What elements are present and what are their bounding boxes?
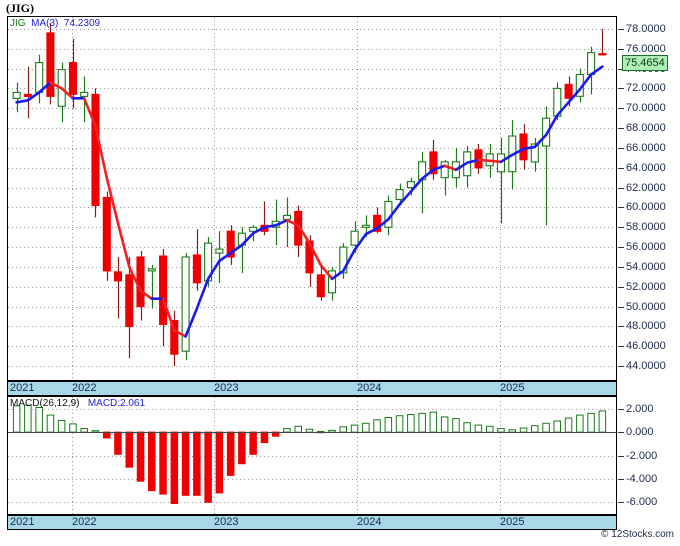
y-axis-tick-mark xyxy=(618,49,624,50)
legend-ma-label: MA(3) xyxy=(31,18,59,29)
price-chart-canvas[interactable] xyxy=(8,17,616,380)
y-axis-tick-mark xyxy=(618,168,624,169)
y-axis-tick-label: 64.0000 xyxy=(626,161,666,174)
macd-y-axis-tick-mark xyxy=(618,432,624,433)
macd-legend-value: MACD:2.061 xyxy=(87,398,146,409)
y-axis-tick-label: 72.0000 xyxy=(626,82,666,95)
y-axis-tick-label: 60.0000 xyxy=(626,201,666,214)
legend-symbol: JIG xyxy=(10,18,26,29)
y-axis-tick-label: 76.0000 xyxy=(626,42,666,55)
y-axis-tick-label: 46.0000 xyxy=(626,340,666,353)
y-axis-tick-label: 48.0000 xyxy=(626,320,666,333)
copyright-label: © 12Stocks.com xyxy=(601,529,674,540)
macd-y-axis-tick-mark xyxy=(618,409,624,410)
y-axis-tick-mark xyxy=(618,326,624,327)
x-axis-years-middle: 2021 2022 2023 2024 2025 xyxy=(7,381,617,396)
macd-legend: MACD(26,12,9) MACD:2.061 xyxy=(10,398,145,409)
x-axis-year-label: 2021 xyxy=(10,516,35,528)
y-axis-tick-mark xyxy=(618,128,624,129)
macd-y-axis-tick-mark xyxy=(618,502,624,503)
y-axis-tick-mark xyxy=(618,69,624,70)
y-axis-tick-label: 56.0000 xyxy=(626,241,666,254)
macd-y-axis-tick-mark xyxy=(618,456,624,457)
y-axis-tick-mark xyxy=(618,247,624,248)
macd-y-axis-tick-label: 0.000 xyxy=(626,426,654,439)
macd-chart-panel[interactable] xyxy=(7,396,617,515)
macd-y-axis-tick-mark xyxy=(618,479,624,480)
legend-ma-value: 74.2309 xyxy=(63,18,101,29)
last-price-badge: 75.4654 xyxy=(622,55,668,72)
x-axis-year-label: 2024 xyxy=(357,382,382,394)
y-axis-tick-label: 58.0000 xyxy=(626,221,666,234)
y-axis-tick-label: 66.0000 xyxy=(626,141,666,154)
x-axis-year-label: 2022 xyxy=(72,382,97,394)
y-axis-tick-mark xyxy=(618,148,624,149)
y-axis-tick-mark xyxy=(618,366,624,367)
macd-legend-name: MACD(26,12,9) xyxy=(10,398,80,409)
y-axis-tick-mark xyxy=(618,29,624,30)
y-axis-tick-mark xyxy=(618,188,624,189)
x-axis-year-label: 2023 xyxy=(214,382,239,394)
y-axis-tick-label: 52.0000 xyxy=(626,280,666,293)
y-axis-tick-mark xyxy=(618,346,624,347)
macd-y-axis-tick-label: 2.000 xyxy=(626,402,654,415)
y-axis-tick-mark xyxy=(618,267,624,268)
price-legend: JIG MA(3) 74.2309 xyxy=(10,18,100,29)
y-axis-tick-label: 44.0000 xyxy=(626,360,666,373)
page-title: (JIG) xyxy=(6,1,34,15)
y-axis-tick-label: 50.0000 xyxy=(626,300,666,313)
y-axis-tick-label: 62.0000 xyxy=(626,181,666,194)
macd-y-axis-tick-label: -4.000 xyxy=(626,472,658,485)
x-axis-year-label: 2021 xyxy=(10,382,35,394)
y-axis-tick-mark xyxy=(618,108,624,109)
y-axis-tick-mark xyxy=(618,207,624,208)
y-axis-tick-label: 70.0000 xyxy=(626,102,666,115)
y-axis-tick-mark xyxy=(618,307,624,308)
macd-y-axis-tick-label: -2.000 xyxy=(626,449,658,462)
x-axis-year-label: 2025 xyxy=(500,516,525,528)
x-axis-year-label: 2023 xyxy=(214,516,239,528)
x-axis-year-label: 2024 xyxy=(357,516,382,528)
y-axis-tick-mark xyxy=(618,227,624,228)
y-axis-tick-label: 54.0000 xyxy=(626,260,666,273)
title-bar: (JIG) xyxy=(0,0,680,16)
x-axis-year-label: 2025 xyxy=(500,382,525,394)
y-axis-tick-mark xyxy=(618,287,624,288)
x-axis-years-bottom: 2021 2022 2023 2024 2025 xyxy=(7,515,617,530)
price-y-axis: 78.000076.000074.000072.000070.000068.00… xyxy=(618,16,680,381)
macd-y-axis: 2.000 0.000 -2.000 -4.000 -6.000 xyxy=(618,396,680,515)
x-axis-year-label: 2022 xyxy=(72,516,97,528)
y-axis-tick-mark xyxy=(618,88,624,89)
macd-y-axis-tick-label: -6.000 xyxy=(626,496,658,509)
y-axis-tick-label: 78.0000 xyxy=(626,22,666,35)
price-chart-panel[interactable] xyxy=(7,16,617,381)
y-axis-tick-label: 68.0000 xyxy=(626,122,666,135)
macd-chart-canvas[interactable] xyxy=(8,397,616,514)
